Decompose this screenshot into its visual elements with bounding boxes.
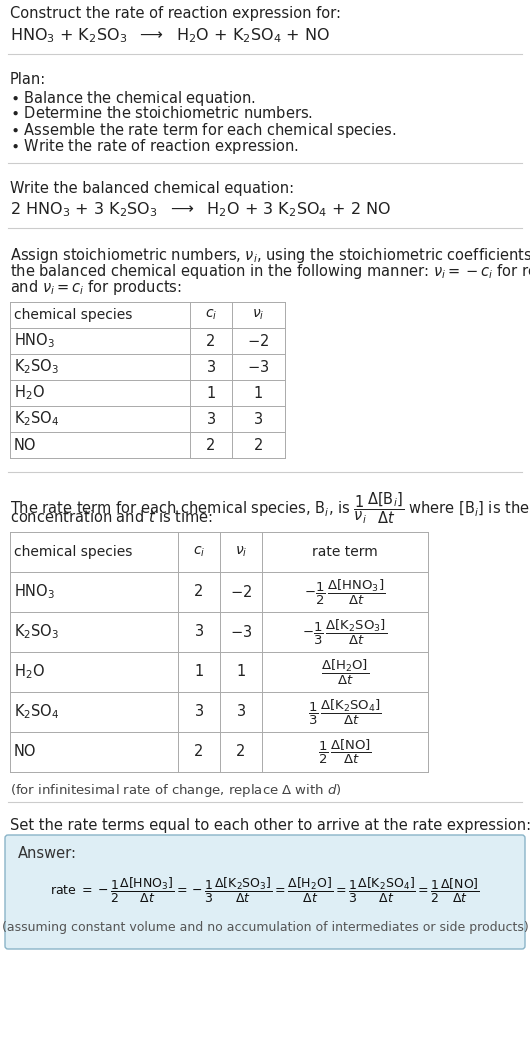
Text: (for infinitesimal rate of change, replace $\Delta$ with $d$): (for infinitesimal rate of change, repla… xyxy=(10,782,342,799)
Text: K$_2$SO$_4$: K$_2$SO$_4$ xyxy=(14,703,59,722)
Text: $\bullet$ Determine the stoichiometric numbers.: $\bullet$ Determine the stoichiometric n… xyxy=(10,105,313,121)
Text: 1: 1 xyxy=(206,386,216,401)
Text: $\nu_i$: $\nu_i$ xyxy=(252,308,264,322)
Text: Construct the rate of reaction expression for:: Construct the rate of reaction expressio… xyxy=(10,6,341,21)
Text: Set the rate terms equal to each other to arrive at the rate expression:: Set the rate terms equal to each other t… xyxy=(10,818,530,833)
Text: 3: 3 xyxy=(236,705,245,720)
Text: $c_i$: $c_i$ xyxy=(193,545,205,560)
Text: 3: 3 xyxy=(195,705,204,720)
Text: 1: 1 xyxy=(254,386,263,401)
Text: Write the balanced chemical equation:: Write the balanced chemical equation: xyxy=(10,181,294,196)
Text: HNO$_3$: HNO$_3$ xyxy=(14,332,55,350)
Text: concentration and $t$ is time:: concentration and $t$ is time: xyxy=(10,509,213,525)
Text: H$_2$O: H$_2$O xyxy=(14,384,45,403)
Text: Answer:: Answer: xyxy=(18,846,77,861)
Text: $\dfrac{1}{3}\,\dfrac{\Delta[\mathrm{K_2SO_4}]}{\Delta t}$: $\dfrac{1}{3}\,\dfrac{\Delta[\mathrm{K_2… xyxy=(308,698,382,727)
Text: K$_2$SO$_3$: K$_2$SO$_3$ xyxy=(14,622,59,641)
Text: and $\nu_i = c_i$ for products:: and $\nu_i = c_i$ for products: xyxy=(10,278,182,297)
Text: 2: 2 xyxy=(206,334,216,348)
Text: 3: 3 xyxy=(207,411,216,427)
Text: Plan:: Plan: xyxy=(10,72,46,87)
Text: $-\dfrac{1}{3}\,\dfrac{\Delta[\mathrm{K_2SO_3}]}{\Delta t}$: $-\dfrac{1}{3}\,\dfrac{\Delta[\mathrm{K_… xyxy=(303,617,387,646)
Text: 3: 3 xyxy=(207,360,216,374)
Text: HNO$_3$: HNO$_3$ xyxy=(14,583,55,601)
Text: $-2$: $-2$ xyxy=(230,584,252,600)
Text: rate term: rate term xyxy=(312,545,378,559)
Text: $\nu_i$: $\nu_i$ xyxy=(235,545,247,560)
Text: 2: 2 xyxy=(195,585,204,599)
Text: H$_2$O: H$_2$O xyxy=(14,663,45,681)
Text: 2: 2 xyxy=(206,437,216,453)
FancyBboxPatch shape xyxy=(5,835,525,949)
Text: 1: 1 xyxy=(236,664,245,680)
Text: HNO$_3$ + K$_2$SO$_3$  $\longrightarrow$  H$_2$O + K$_2$SO$_4$ + NO: HNO$_3$ + K$_2$SO$_3$ $\longrightarrow$ … xyxy=(10,26,330,45)
Text: The rate term for each chemical species, B$_i$, is $\dfrac{1}{\nu_i}\dfrac{\Delt: The rate term for each chemical species,… xyxy=(10,490,530,525)
Text: 3: 3 xyxy=(195,624,204,639)
Text: $c_i$: $c_i$ xyxy=(205,308,217,322)
Text: the balanced chemical equation in the following manner: $\nu_i = -c_i$ for react: the balanced chemical equation in the fo… xyxy=(10,262,530,281)
Text: 2: 2 xyxy=(236,745,246,759)
Text: 2: 2 xyxy=(195,745,204,759)
Text: $\dfrac{1}{2}\,\dfrac{\Delta[\mathrm{NO}]}{\Delta t}$: $\dfrac{1}{2}\,\dfrac{\Delta[\mathrm{NO}… xyxy=(318,737,372,766)
Text: Assign stoichiometric numbers, $\nu_i$, using the stoichiometric coefficients, $: Assign stoichiometric numbers, $\nu_i$, … xyxy=(10,246,530,265)
Text: $-3$: $-3$ xyxy=(248,359,270,376)
Text: $-\dfrac{1}{2}\,\dfrac{\Delta[\mathrm{HNO_3}]}{\Delta t}$: $-\dfrac{1}{2}\,\dfrac{\Delta[\mathrm{HN… xyxy=(304,577,386,607)
Text: $-3$: $-3$ xyxy=(230,624,252,640)
Text: (assuming constant volume and no accumulation of intermediates or side products): (assuming constant volume and no accumul… xyxy=(2,920,528,934)
Text: NO: NO xyxy=(14,437,37,453)
Text: $\dfrac{\Delta[\mathrm{H_2O}]}{\Delta t}$: $\dfrac{\Delta[\mathrm{H_2O}]}{\Delta t}… xyxy=(321,657,369,686)
Text: 3: 3 xyxy=(254,411,263,427)
Text: 1: 1 xyxy=(195,664,204,680)
Text: rate $= -\dfrac{1}{2}\dfrac{\Delta[\mathrm{HNO_3}]}{\Delta t} = -\dfrac{1}{3}\df: rate $= -\dfrac{1}{2}\dfrac{\Delta[\math… xyxy=(50,876,480,905)
Text: K$_2$SO$_4$: K$_2$SO$_4$ xyxy=(14,410,59,429)
Text: K$_2$SO$_3$: K$_2$SO$_3$ xyxy=(14,358,59,377)
Text: chemical species: chemical species xyxy=(14,545,132,559)
Text: chemical species: chemical species xyxy=(14,308,132,322)
Text: NO: NO xyxy=(14,745,37,759)
Text: $\bullet$ Assemble the rate term for each chemical species.: $\bullet$ Assemble the rate term for eac… xyxy=(10,121,396,140)
Text: 2 HNO$_3$ + 3 K$_2$SO$_3$  $\longrightarrow$  H$_2$O + 3 K$_2$SO$_4$ + 2 NO: 2 HNO$_3$ + 3 K$_2$SO$_3$ $\longrightarr… xyxy=(10,200,391,219)
Text: 2: 2 xyxy=(254,437,263,453)
Text: $\bullet$ Write the rate of reaction expression.: $\bullet$ Write the rate of reaction exp… xyxy=(10,137,299,156)
Text: $-2$: $-2$ xyxy=(248,333,270,349)
Text: $\bullet$ Balance the chemical equation.: $\bullet$ Balance the chemical equation. xyxy=(10,89,255,108)
